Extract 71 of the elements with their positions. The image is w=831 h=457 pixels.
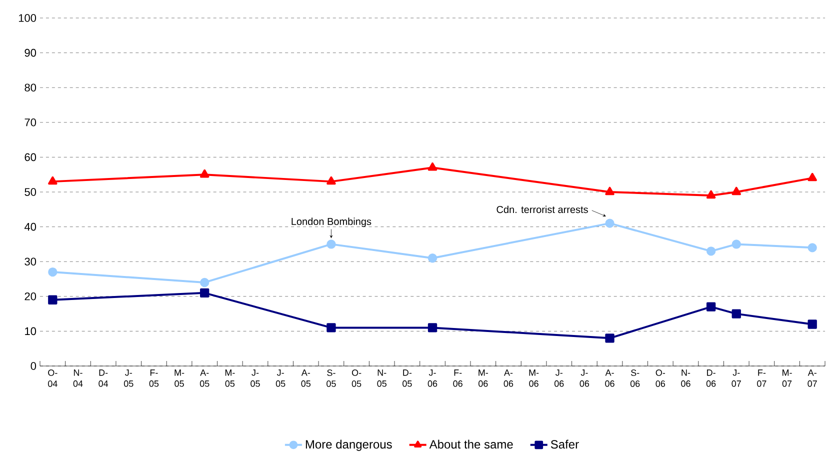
point bbox=[428, 254, 438, 263]
x-tick-label: M-05 bbox=[225, 370, 235, 387]
point bbox=[605, 334, 614, 343]
y-tick-label: 20 bbox=[24, 292, 36, 300]
point bbox=[706, 246, 716, 256]
point bbox=[428, 162, 438, 171]
x-tick-label: J-05 bbox=[276, 370, 286, 387]
point bbox=[808, 243, 817, 252]
x-tick-label: S-05 bbox=[326, 370, 336, 387]
x-tick-label: O-06 bbox=[656, 370, 666, 387]
point bbox=[732, 240, 741, 249]
x-tick-label: A-05 bbox=[200, 370, 210, 387]
x-tick-label: D-04 bbox=[98, 370, 108, 387]
x-tick-label: N-05 bbox=[377, 370, 386, 387]
point bbox=[732, 309, 741, 318]
point bbox=[48, 267, 58, 277]
x-tick-label: J-07 bbox=[732, 370, 741, 387]
point bbox=[428, 323, 438, 332]
y-tick-label: 70 bbox=[24, 118, 36, 126]
y-tick-label: 80 bbox=[24, 84, 36, 92]
y-tick-label: 60 bbox=[24, 153, 36, 162]
y-tick-label: 100 bbox=[18, 14, 36, 22]
point bbox=[200, 278, 210, 288]
x-tick-label: J-06 bbox=[554, 370, 564, 387]
point bbox=[605, 186, 614, 196]
point bbox=[732, 186, 742, 196]
legend-label: Safer bbox=[550, 440, 579, 449]
x-tick-label: A-07 bbox=[808, 370, 817, 387]
x-tick-label: N-04 bbox=[73, 370, 83, 387]
x-tick-label: D-06 bbox=[706, 370, 716, 387]
y-tick-label: 30 bbox=[24, 258, 36, 266]
point bbox=[326, 240, 336, 249]
x-tick-label: J-05 bbox=[250, 370, 260, 387]
point bbox=[808, 320, 817, 329]
y-tick-label: 50 bbox=[24, 188, 36, 196]
point bbox=[605, 218, 614, 228]
point bbox=[326, 323, 336, 332]
y-tick-label: 10 bbox=[25, 327, 36, 336]
x-tick-label: F-06 bbox=[453, 370, 462, 387]
point bbox=[48, 295, 58, 304]
point bbox=[200, 169, 210, 178]
point bbox=[706, 190, 716, 199]
y-tick-label: 0 bbox=[30, 362, 36, 370]
point bbox=[48, 176, 58, 185]
annotation: Cdn. terrorist arrests bbox=[496, 206, 588, 214]
x-tick-label: M-07 bbox=[782, 370, 792, 387]
legend-label: About the same bbox=[429, 440, 513, 449]
x-tick-label: A-06 bbox=[504, 370, 514, 387]
x-tick-label: O-05 bbox=[352, 370, 362, 387]
x-tick-label: J-06 bbox=[428, 370, 438, 387]
annotation: London Bombings bbox=[292, 218, 372, 227]
y-tick-label: 90 bbox=[24, 48, 36, 57]
x-tick-label: M-06 bbox=[478, 370, 488, 387]
x-tick-label: M-06 bbox=[529, 370, 539, 387]
point bbox=[200, 288, 210, 298]
x-tick-label: O-04 bbox=[48, 370, 58, 387]
y-tick-label: 40 bbox=[24, 222, 36, 231]
x-tick-label: D-05 bbox=[402, 370, 412, 387]
point bbox=[808, 172, 817, 182]
x-tick-label: N-06 bbox=[681, 370, 690, 387]
x-tick-label: S-06 bbox=[630, 370, 640, 387]
point bbox=[326, 176, 336, 185]
x-tick-label: J-05 bbox=[124, 370, 134, 387]
x-tick-label: J-06 bbox=[580, 370, 590, 387]
x-tick-label: M-05 bbox=[174, 370, 184, 387]
x-tick-label: A-05 bbox=[301, 370, 311, 387]
point bbox=[706, 302, 716, 312]
legend-label: More dangerous bbox=[306, 440, 392, 451]
x-tick-label: F-07 bbox=[757, 370, 766, 387]
x-tick-label: F-05 bbox=[149, 370, 159, 387]
x-tick-label: A-06 bbox=[605, 370, 614, 387]
